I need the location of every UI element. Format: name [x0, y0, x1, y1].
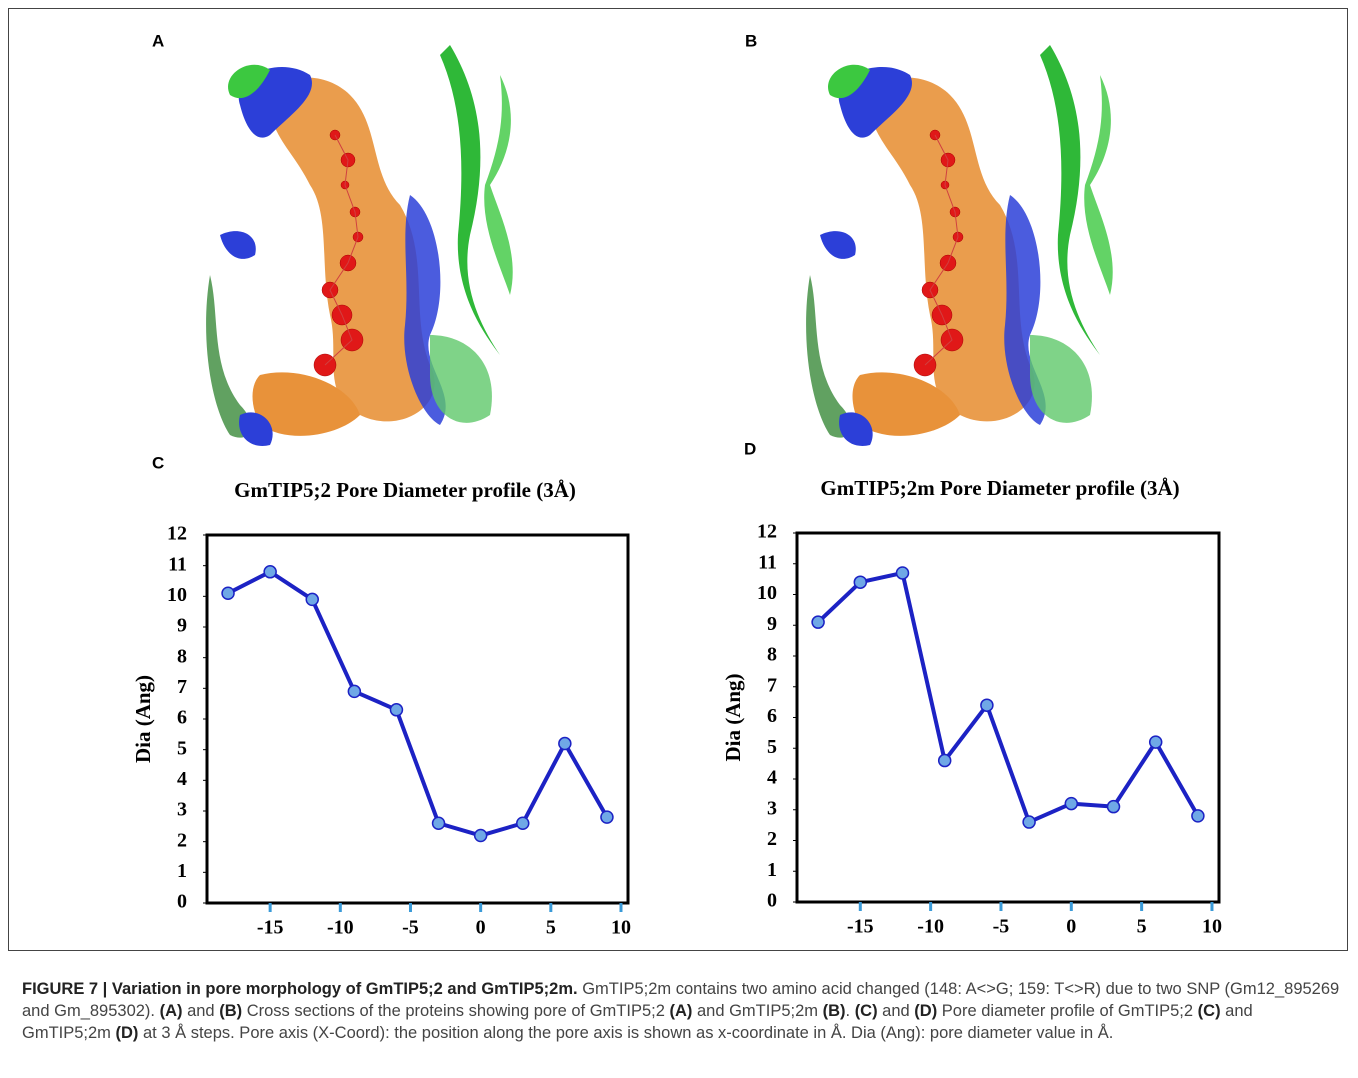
data-line: [816, 570, 1200, 825]
data-point: [1064, 796, 1079, 811]
y-tick-label: 1: [177, 860, 187, 882]
x-tick-label: -5: [402, 917, 419, 939]
protein-structure-a: [205, 44, 514, 447]
data-point: [1106, 799, 1121, 814]
caption-text: (C): [1197, 1002, 1221, 1020]
x-tick-label: -15: [257, 917, 284, 939]
y-tick-label: 11: [168, 553, 187, 575]
y-tick-label: 4: [177, 768, 187, 790]
panel-label: C: [152, 453, 164, 472]
caption-text: (B): [219, 1002, 243, 1020]
caption-text: and: [182, 1002, 220, 1020]
y-tick-label: 11: [758, 551, 777, 573]
caption-text: FIGURE 7 | Variation in pore morphology …: [22, 980, 578, 998]
panel-label: D: [744, 439, 756, 458]
caption-text: at 3 Å steps. Pore axis (X-Coord): the p…: [138, 1024, 1114, 1042]
caption-text: (D): [115, 1024, 139, 1042]
protein-structure-b: [805, 44, 1114, 447]
y-tick-label: 0: [177, 891, 187, 913]
data-point: [937, 753, 952, 768]
y-tick-label: 2: [177, 829, 187, 851]
caption: FIGURE 7 | Variation in pore morphology …: [22, 978, 1342, 1044]
caption-text: (A): [669, 1002, 693, 1020]
data-point: [263, 565, 277, 579]
y-tick-label: 7: [177, 676, 187, 698]
caption-text: GmTIP5;2m contains two amino acid change…: [22, 980, 1340, 1020]
caption-text: (B): [822, 1002, 846, 1020]
plot-frame: [205, 533, 630, 905]
y-axis-label: Dia (Ang): [721, 673, 745, 761]
caption-text: (D): [914, 1002, 938, 1020]
data-line: [227, 569, 609, 838]
caption-text: (C): [854, 1002, 878, 1020]
data-point: [558, 736, 572, 751]
y-tick-label: 5: [767, 736, 777, 758]
data-point: [895, 566, 910, 580]
x-tick-label: 10: [611, 917, 631, 939]
y-tick-label: 12: [757, 521, 777, 543]
y-tick-label: 8: [767, 644, 777, 666]
data-point: [1022, 815, 1036, 829]
y-tick-label: 10: [167, 584, 187, 606]
y-tick-label: 6: [767, 705, 777, 727]
y-tick-label: 7: [767, 674, 777, 696]
data-point: [980, 698, 994, 712]
y-tick-label: 4: [767, 767, 777, 789]
x-tick-label: -15: [847, 916, 874, 938]
x-tick-label: 5: [546, 917, 556, 939]
caption-text: (A): [159, 1002, 183, 1020]
x-tick-label: -10: [327, 917, 354, 939]
data-point: [1148, 735, 1163, 749]
y-tick-label: 9: [177, 615, 187, 637]
x-tick-label: 0: [476, 917, 486, 939]
caption-text: .: [845, 1002, 855, 1020]
chart-title: GmTIP5;2m Pore Diameter profile (3Å): [820, 476, 1179, 500]
data-point: [853, 575, 868, 589]
y-tick-label: 2: [767, 828, 777, 850]
data-point: [389, 703, 404, 717]
y-tick-label: 10: [757, 582, 777, 604]
data-point: [473, 828, 488, 843]
x-tick-label: 10: [1202, 916, 1222, 938]
panel-label: B: [745, 31, 757, 50]
data-point: [600, 810, 614, 824]
y-axis-label: Dia (Ang): [131, 675, 155, 763]
data-point: [221, 586, 235, 601]
y-tick-label: 9: [767, 613, 777, 635]
caption-text: Pore diameter profile of GmTIP5;2: [937, 1002, 1198, 1020]
y-tick-label: 12: [167, 523, 187, 545]
data-point: [1191, 809, 1205, 823]
caption-text: and GmTIP5;2m: [22, 1002, 1253, 1042]
data-point: [305, 592, 319, 607]
y-tick-label: 5: [177, 737, 187, 759]
caption-text: and: [877, 1002, 915, 1020]
y-tick-label: 3: [767, 797, 777, 819]
y-tick-label: 6: [177, 707, 187, 729]
data-point: [516, 816, 530, 831]
x-tick-label: 5: [1137, 916, 1147, 938]
panel-label: A: [152, 31, 164, 50]
figure: A B C D GmTIP5;2 Pore Diameter profile (…: [131, 31, 1222, 939]
data-point: [347, 684, 362, 699]
y-tick-label: 1: [767, 859, 777, 881]
caption-text: Cross sections of the proteins showing p…: [242, 1002, 670, 1020]
data-point: [431, 816, 446, 831]
x-tick-label: -5: [993, 916, 1010, 938]
chart-title: GmTIP5;2 Pore Diameter profile (3Å): [234, 478, 576, 502]
caption-text: and GmTIP5;2m: [692, 1002, 823, 1020]
y-tick-label: 3: [177, 799, 187, 821]
x-tick-label: 0: [1066, 916, 1076, 938]
y-tick-label: 8: [177, 645, 187, 667]
figure-border: [8, 8, 1348, 951]
y-tick-label: 0: [767, 890, 777, 912]
data-point: [811, 615, 825, 629]
x-tick-label: -10: [917, 916, 944, 938]
